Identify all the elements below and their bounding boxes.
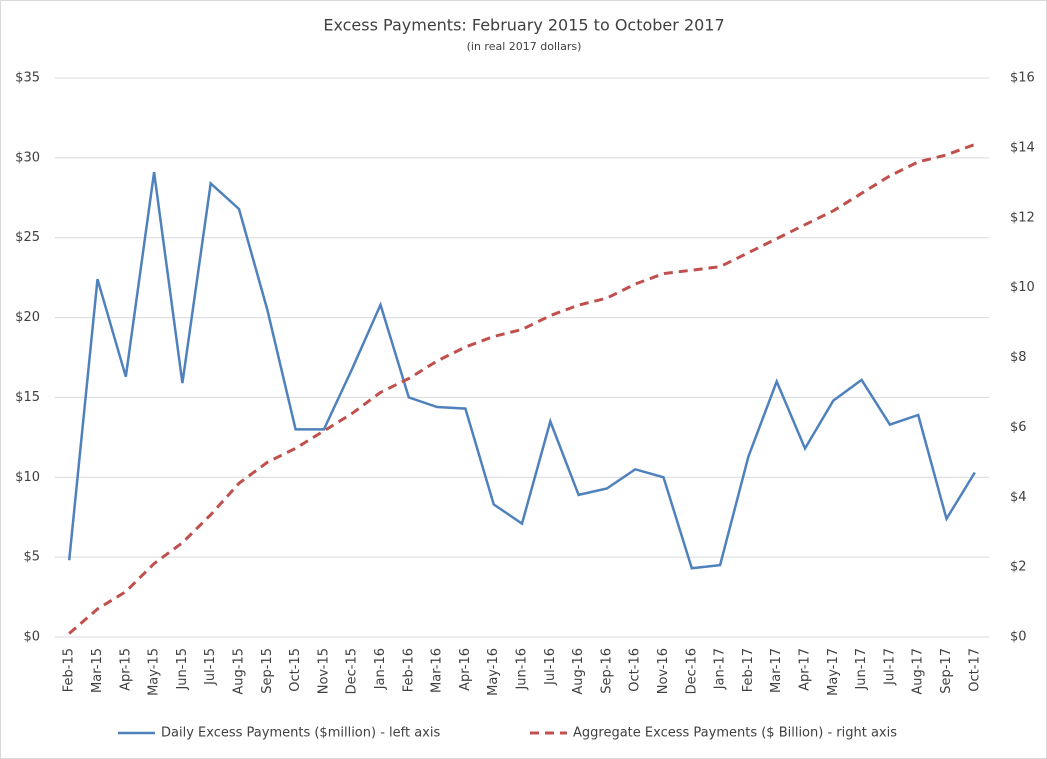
x-tick-label: Jul-15	[203, 648, 218, 686]
y2-tick-label: $10	[1010, 280, 1035, 295]
y2-tick-label: $16	[1010, 71, 1035, 86]
y-tick-label: $15	[15, 390, 40, 405]
y2-tick-label: $2	[1010, 560, 1027, 575]
series-line	[67, 172, 976, 570]
x-tick-label: May-15	[147, 648, 162, 696]
x-tick-label: Apr-17	[798, 648, 813, 691]
x-tick-label: Jul-16	[543, 648, 558, 686]
x-tick-label: Oct-16	[628, 648, 643, 692]
x-tick-label: Dec-16	[684, 648, 699, 694]
x-tick-label: Jun-16	[515, 648, 530, 691]
y2-tick-label: $14	[1010, 140, 1035, 155]
x-tick-label: Apr-15	[118, 648, 133, 691]
x-tick-label: Jan-17	[713, 648, 728, 690]
x-tick-label: Oct-17	[967, 648, 982, 692]
x-tick-label: Mar-15	[90, 648, 105, 693]
y-tick-label: $10	[15, 470, 40, 485]
x-tick-label: Oct-15	[288, 648, 303, 692]
y2-tick-label: $4	[1010, 490, 1027, 505]
y2-tick-label: $8	[1010, 350, 1027, 365]
y-tick-label: $25	[15, 230, 40, 245]
x-tick-label: Jul-17	[882, 648, 897, 686]
legend-label: Aggregate Excess Payments ($ Billion) - …	[573, 726, 897, 741]
x-tick-label: Feb-16	[401, 648, 416, 692]
chart-subtitle: (in real 2017 dollars)	[467, 40, 582, 53]
x-tick-label: Sep-16	[599, 648, 614, 694]
x-tick-label: Nov-15	[316, 648, 331, 694]
y-tick-label: $0	[23, 630, 40, 645]
x-tick-label: May-17	[826, 648, 841, 696]
x-tick-label: Mar-17	[769, 648, 784, 693]
y2-tick-label: $12	[1010, 210, 1035, 225]
y2-tick-label: $6	[1010, 420, 1027, 435]
x-tick-label: Aug-17	[911, 648, 926, 695]
x-tick-label: Mar-16	[430, 648, 445, 693]
x-tick-label: Feb-15	[62, 648, 77, 692]
x-tick-label: Nov-16	[656, 648, 671, 694]
y-tick-label: $20	[15, 310, 40, 325]
x-tick-label: Aug-16	[571, 648, 586, 695]
x-tick-label: Jun-15	[175, 648, 190, 691]
y-tick-label: $5	[23, 550, 40, 565]
x-tick-label: Feb-17	[741, 648, 756, 692]
x-tick-label: Aug-15	[231, 648, 246, 695]
legend-label: Daily Excess Payments ($million) - left …	[161, 726, 440, 741]
x-tick-label: Sep-17	[939, 648, 954, 694]
x-tick-label: Dec-15	[345, 648, 360, 694]
y2-tick-label: $0	[1010, 630, 1027, 645]
x-tick-label: Apr-16	[458, 648, 473, 691]
x-tick-label: Jun-17	[854, 648, 869, 691]
chart-title: Excess Payments: February 2015 to Octobe…	[323, 16, 724, 35]
x-tick-label: Sep-15	[260, 648, 275, 694]
x-tick-label: May-16	[486, 648, 501, 696]
y-tick-label: $35	[15, 71, 40, 86]
x-tick-label: Jan-16	[373, 648, 388, 690]
y-tick-label: $30	[15, 150, 40, 165]
series-line	[68, 142, 976, 635]
